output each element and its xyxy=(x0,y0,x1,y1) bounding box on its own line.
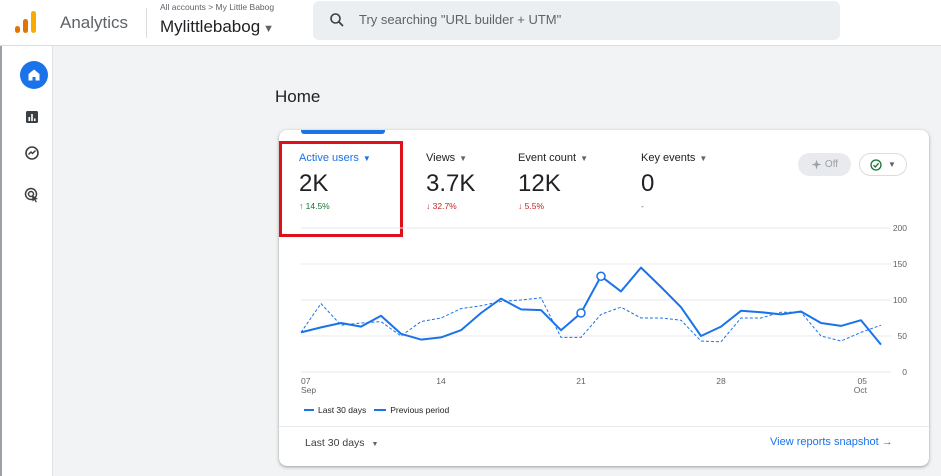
metric-change: - xyxy=(641,201,644,211)
x-tick-label: 07 xyxy=(301,376,311,386)
up-arrow-icon: ↑ xyxy=(299,201,304,211)
metric-label: Views xyxy=(426,152,456,164)
check-circle-icon xyxy=(870,158,882,171)
data-point-marker xyxy=(596,271,606,281)
explore-icon xyxy=(25,146,39,160)
dropdown-arrow-icon: ▼ xyxy=(362,154,371,163)
legend-dashed-swatch xyxy=(374,409,387,411)
data-point-marker xyxy=(576,308,586,318)
metric-value: 3.7K xyxy=(426,170,476,197)
side-nav xyxy=(2,46,52,476)
account-name: Mylittlebabog xyxy=(160,17,261,36)
nav-home[interactable] xyxy=(20,61,48,89)
metric-change-value: 32.7% xyxy=(432,201,457,211)
dropdown-arrow-icon: ▼ xyxy=(459,154,468,163)
date-range-label: Last 30 days xyxy=(305,437,365,449)
chart-legend: Last 30 days Previous period xyxy=(304,405,449,415)
insights-off-toggle[interactable]: Off xyxy=(798,153,851,176)
nav-advertising[interactable] xyxy=(19,182,45,208)
series-last-30-days-line xyxy=(300,266,882,346)
metric-value: 0 xyxy=(641,170,655,197)
x-tick-label: 14 xyxy=(436,376,446,386)
card-divider xyxy=(279,426,929,427)
x-tick-label: 05 xyxy=(858,376,868,386)
x-tick-label: 21 xyxy=(576,376,586,386)
down-arrow-icon: ↓ xyxy=(426,201,431,211)
off-label: Off xyxy=(824,159,839,170)
metric-value: 2K xyxy=(299,170,329,197)
home-icon xyxy=(28,69,40,81)
page-title: Home xyxy=(275,87,321,106)
nav-reports[interactable] xyxy=(19,104,45,130)
caret-down-icon: ▼ xyxy=(263,23,275,35)
caret-down-icon: ▼ xyxy=(371,441,379,448)
down-arrow-icon: ↓ xyxy=(518,201,523,211)
comparison-selector[interactable]: ▼ xyxy=(859,153,907,176)
search-icon xyxy=(330,13,344,27)
metric-value: 12K xyxy=(518,170,561,197)
header-divider xyxy=(146,8,147,38)
x-tick-label-month: Sep xyxy=(301,385,316,395)
analytics-logo-icon[interactable] xyxy=(14,9,38,35)
search-placeholder: Try searching "URL builder + UTM" xyxy=(359,12,562,27)
metric-label: Event count xyxy=(518,152,577,164)
top-bar: Analytics All accounts > My Little Babog… xyxy=(0,0,941,46)
metric-change-value: 5.5% xyxy=(524,201,544,211)
dropdown-arrow-icon: ▼ xyxy=(580,154,589,163)
metric-event-count[interactable]: Event count ▼ 12K ↓ 5.5% xyxy=(518,152,588,211)
metric-key-events[interactable]: Key events ▼ 0 - xyxy=(641,152,707,211)
x-tick-label: 28 xyxy=(716,376,726,386)
y-tick-label: 50 xyxy=(898,331,908,341)
legend-solid-swatch xyxy=(304,409,314,411)
y-tick-label: 100 xyxy=(893,295,907,305)
legend-previous: Previous period xyxy=(390,405,450,415)
breadcrumb[interactable]: All accounts > My Little Babog xyxy=(160,2,275,12)
advertising-icon xyxy=(24,187,38,203)
date-range-selector[interactable]: Last 30 days ▼ xyxy=(305,437,378,449)
metric-change: ↓ 32.7% xyxy=(426,201,475,211)
search-bar[interactable]: Try searching "URL builder + UTM" xyxy=(313,1,840,40)
bar-chart-icon xyxy=(26,111,38,123)
series-previous-period-line xyxy=(300,297,882,343)
metric-label: Key events xyxy=(641,152,696,164)
y-tick-label: 200 xyxy=(893,223,907,233)
caret-down-icon: ▼ xyxy=(888,160,896,169)
metric-change: ↑ 14.5% xyxy=(299,201,371,211)
sparkle-icon xyxy=(811,159,822,170)
highlight-box xyxy=(279,141,403,237)
metric-views[interactable]: Views ▼ 3.7K ↓ 32.7% xyxy=(426,152,475,211)
metric-change-value: 14.5% xyxy=(305,201,330,211)
view-reports-snapshot-link[interactable]: View reports snapshot → xyxy=(770,436,893,448)
nav-divider xyxy=(52,46,53,476)
account-selector[interactable]: Mylittlebabog ▼ xyxy=(160,17,274,37)
metric-change: ↓ 5.5% xyxy=(518,201,588,211)
nav-explore[interactable] xyxy=(19,140,45,166)
metric-active-users[interactable]: Active users ▼ 2K ↑ 14.5% xyxy=(299,152,371,211)
y-tick-label: 150 xyxy=(893,259,907,269)
active-tab-indicator xyxy=(301,130,385,134)
x-tick-label-month: Oct xyxy=(854,385,868,395)
metrics-card: Active users ▼ 2K ↑ 14.5% Views ▼ 3.7K ↓ 3… xyxy=(279,130,929,466)
legend-current: Last 30 days xyxy=(318,405,367,415)
window-edge xyxy=(0,46,2,476)
dropdown-arrow-icon: ▼ xyxy=(699,154,708,163)
metric-label: Active users xyxy=(299,152,359,164)
y-tick-label: 0 xyxy=(902,367,907,377)
app-name: Analytics xyxy=(60,13,129,32)
